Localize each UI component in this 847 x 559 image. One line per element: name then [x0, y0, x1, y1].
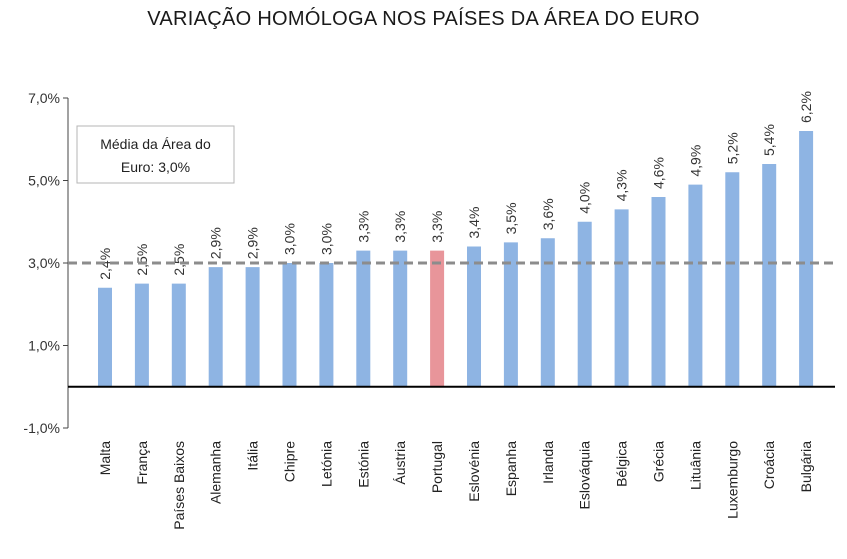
bars [98, 131, 814, 387]
category-label: Letónia [318, 441, 334, 487]
category-label: Espanha [503, 441, 519, 496]
bar [725, 172, 740, 387]
average-callout-box [76, 125, 235, 184]
category-label: Bélgica [614, 441, 630, 487]
data-label: 2,5% [171, 244, 187, 276]
category-label: Chipre [282, 441, 298, 482]
category-label: Malta [97, 441, 113, 475]
data-label: 3,3% [392, 211, 408, 243]
data-label: 5,2% [724, 132, 740, 164]
category-label: Portugal [429, 441, 445, 493]
bar [319, 263, 334, 387]
y-tick-label: 3,0% [28, 255, 60, 271]
category-label: Croácia [761, 441, 777, 489]
bar [614, 209, 629, 387]
bar [98, 287, 112, 387]
data-label: 4,9% [687, 145, 703, 177]
category-label: Alemanha [208, 441, 224, 504]
category-label: Grécia [651, 441, 667, 482]
category-label: Bulgária [798, 441, 814, 493]
category-label: Lituânia [687, 441, 703, 490]
bar [134, 283, 149, 387]
category-label: Eslováquia [577, 441, 593, 510]
data-label: 4,0% [577, 182, 593, 214]
category-label: Irlanda [540, 441, 556, 484]
average-callout: Média da Área do Euro: 3,0% [76, 125, 235, 184]
bar [171, 283, 186, 387]
category-label: Eslovénia [466, 441, 482, 502]
bar [577, 221, 592, 387]
bar [245, 267, 260, 387]
data-label: 5,4% [761, 124, 777, 156]
data-label: 3,3% [429, 211, 445, 243]
data-label: 2,5% [134, 244, 150, 276]
average-callout-line1: Média da Área do [100, 136, 211, 152]
bar [430, 250, 445, 387]
data-label: 3,3% [355, 211, 371, 243]
chart-title: VARIAÇÃO HOMÓLOGA NOS PAÍSES DA ÁREA DO … [147, 8, 700, 30]
data-label: 6,2% [798, 91, 814, 123]
category-label: Países Baixos [171, 441, 187, 530]
bar [688, 184, 703, 387]
bar [503, 242, 518, 387]
y-tick-label: 7,0% [28, 90, 60, 106]
data-label: 2,9% [245, 227, 261, 259]
bar [467, 246, 481, 387]
data-label: 3,6% [540, 198, 556, 230]
data-label: 4,3% [614, 169, 630, 201]
y-tick-label: 1,0% [28, 338, 60, 354]
y-axis: -1,0% 1,0% 3,0% 5,0% 7,0% [23, 90, 69, 436]
category-label: Luxemburgo [724, 441, 740, 519]
bar [799, 131, 814, 387]
category-label: Estónia [355, 441, 371, 488]
category-label: Áustria [392, 441, 408, 485]
bar [282, 263, 297, 387]
data-label: 3,4% [466, 207, 482, 239]
bar [208, 267, 223, 387]
data-label: 2,9% [208, 227, 224, 259]
category-label: França [134, 441, 150, 485]
bar [356, 250, 371, 387]
average-callout-line2: Euro: 3,0% [121, 159, 190, 175]
data-label: 3,0% [318, 223, 334, 255]
bar [540, 238, 555, 387]
data-labels: 2,4%2,5%2,5%2,9%2,9%3,0%3,0%3,3%3,3%3,3%… [97, 91, 814, 280]
data-label: 3,5% [503, 202, 519, 234]
y-tick-label: -1,0% [23, 420, 60, 436]
data-label: 4,6% [651, 157, 667, 189]
bar [651, 197, 666, 387]
data-label: 3,0% [282, 223, 298, 255]
category-label: Itália [245, 441, 261, 471]
bar [393, 250, 408, 387]
y-tick-label: 5,0% [28, 173, 60, 189]
bar [762, 164, 777, 387]
category-labels: Malta França Países Baixos Alemanha Itália Ch… [97, 441, 814, 530]
